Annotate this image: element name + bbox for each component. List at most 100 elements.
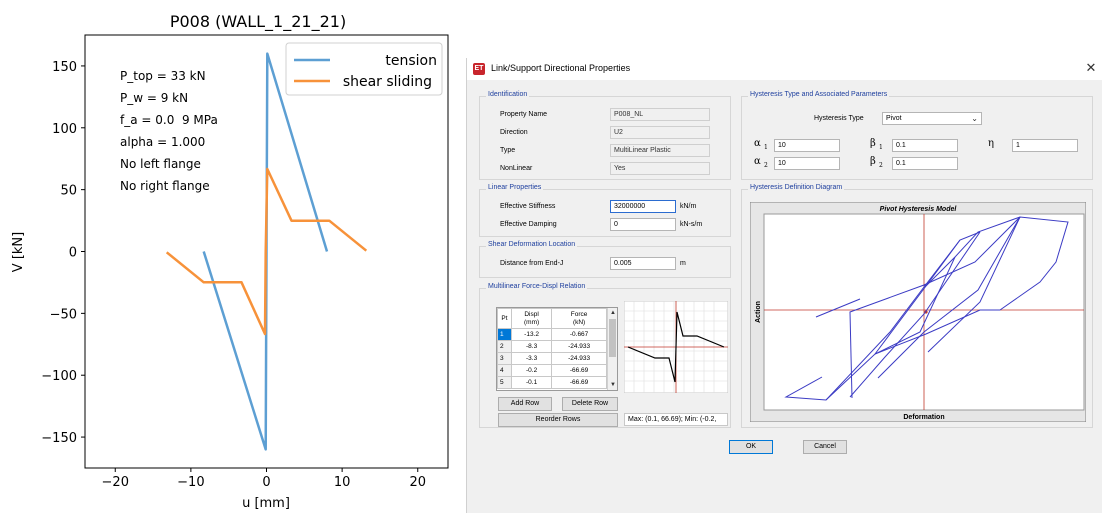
beta1-input[interactable]: 0.1 <box>892 139 958 152</box>
x-tick-label: 20 <box>409 475 426 490</box>
hysteresis-type-select[interactable]: Pivot ⌄ <box>882 112 982 125</box>
scroll-down-icon[interactable]: ▼ <box>610 382 616 388</box>
scroll-thumb[interactable] <box>609 319 616 357</box>
alpha1-input[interactable]: 10 <box>774 139 840 152</box>
y-axis-label: V [kN] <box>11 232 26 272</box>
close-icon[interactable]: ✕ <box>1085 60 1097 75</box>
eta-input[interactable]: 1 <box>1012 139 1078 152</box>
legend-label-shear-sliding: shear sliding <box>343 74 432 90</box>
x-tick-label: −10 <box>177 475 204 490</box>
shear-deformation-title: Shear Deformation Location <box>486 241 578 248</box>
effective-stiffness-input[interactable]: 32000000 <box>610 200 676 213</box>
y-tick-label: 150 <box>52 60 77 75</box>
effective-stiffness-label: Effective Stiffness <box>500 203 556 210</box>
hysteresis-type-value: Pivot <box>886 115 902 122</box>
beta2-symbol: β 2 <box>870 156 883 169</box>
row-pt: 2 <box>497 340 512 353</box>
hysteresis-type-label: Hysteresis Type <box>814 115 864 122</box>
row-force[interactable]: -66.69 <box>551 364 607 377</box>
property-name-label: Property Name <box>500 111 548 118</box>
effective-damping-input[interactable]: 0 <box>610 218 676 231</box>
effective-damping-label: Effective Damping <box>500 221 557 228</box>
delete-row-button[interactable]: Delete Row <box>562 397 618 411</box>
link-support-dialog: ET Link/Support Directional Properties ✕… <box>466 58 1102 513</box>
y-tick-label: −50 <box>50 307 77 322</box>
row-force[interactable]: -0.667 <box>551 328 607 341</box>
mini-force-displ-plot <box>624 301 728 393</box>
y-tick-label: −150 <box>41 431 77 446</box>
row-force[interactable]: -24.933 <box>551 352 607 365</box>
linear-properties-group: Linear Properties Effective Stiffness 32… <box>479 184 731 237</box>
row-pt: 4 <box>497 364 512 377</box>
x-tick-label: 0 <box>262 475 270 490</box>
multilinear-title: Multilinear Force-Displ Relation <box>486 283 588 290</box>
chevron-down-icon: ⌄ <box>971 114 978 123</box>
row-displ[interactable]: -8.3 <box>510 340 553 353</box>
alpha1-symbol: α 1 <box>754 138 768 151</box>
direction-field: U2 <box>610 126 710 139</box>
max-min-status: Max: (0.1, 66.69); Min: (-0.2, <box>624 413 728 426</box>
add-row-button[interactable]: Add Row <box>498 397 552 411</box>
cancel-button[interactable]: Cancel <box>803 440 847 454</box>
alpha2-input[interactable]: 10 <box>774 157 840 170</box>
row-displ[interactable]: -13.2 <box>510 328 553 341</box>
annotation-left-flange: No left flange <box>120 157 201 171</box>
x-tick-label: −20 <box>102 475 129 490</box>
row-force[interactable]: -66.69 <box>551 376 607 389</box>
col-force: Force (kN) <box>551 308 607 329</box>
table-scrollbar[interactable]: ▲ ▼ <box>607 308 617 390</box>
property-name-field: P008_NL <box>610 108 710 121</box>
table-row[interactable]: 3 -3.3 -24.933 <box>497 352 607 365</box>
row-displ[interactable]: -3.3 <box>510 352 553 365</box>
force-displ-table[interactable]: Pt Displ (mm) Force (kN) 1 -13.2 -0.667 … <box>496 307 618 391</box>
row-displ[interactable]: -0.2 <box>510 364 553 377</box>
row-force[interactable]: -24.933 <box>551 340 607 353</box>
hysteresis-diagram-title: Hysteresis Definition Diagram <box>748 184 845 191</box>
beta1-symbol: β 1 <box>870 138 883 151</box>
distance-unit: m <box>680 260 686 267</box>
eta-symbol: η <box>988 138 994 149</box>
table-row[interactable]: 4 -0.2 -66.69 <box>497 364 607 377</box>
hysteresis-params-group: Hysteresis Type and Associated Parameter… <box>741 91 1093 180</box>
nonlinear-label: NonLinear <box>500 165 533 172</box>
type-label: Type <box>500 147 516 154</box>
table-row[interactable]: 2 -8.3 -24.933 <box>497 340 607 353</box>
shear-deformation-group: Shear Deformation Location Distance from… <box>479 241 731 278</box>
nonlinear-field: Yes <box>610 162 710 175</box>
y-tick-label: −100 <box>41 369 77 384</box>
row-pt: 5 <box>497 376 512 389</box>
annotation-f-a: f_a = 0.0 9 MPa <box>120 113 218 127</box>
scroll-up-icon[interactable]: ▲ <box>610 310 616 316</box>
distance-from-end-j-label: Distance from End-J <box>500 260 564 267</box>
legend: tension shear sliding <box>285 42 443 96</box>
annotation-p-w: P_w = 9 kN <box>120 91 188 105</box>
table-row[interactable]: 1 -13.2 -0.667 <box>497 328 607 341</box>
linear-properties-title: Linear Properties <box>486 184 544 191</box>
beta2-input[interactable]: 0.1 <box>892 157 958 170</box>
action-label: Action <box>755 301 762 323</box>
stiffness-unit: kN/m <box>680 203 697 210</box>
dialog-title: Link/Support Directional Properties <box>491 63 631 73</box>
multilinear-group: Multilinear Force-Displ Relation Pt Disp… <box>479 283 731 428</box>
table-row[interactable]: 5 -0.1 -66.69 <box>497 376 607 389</box>
col-displ: Displ (mm) <box>510 308 553 329</box>
alpha2-symbol: α 2 <box>754 156 768 169</box>
hysteresis-diagram-group: Hysteresis Definition Diagram Pivot Hyst… <box>741 184 1093 428</box>
identification-title: Identification <box>486 91 530 98</box>
dialog-titlebar: ET Link/Support Directional Properties ✕ <box>467 58 1102 80</box>
y-tick-label: 0 <box>69 246 77 261</box>
distance-from-end-j-input[interactable]: 0.005 <box>610 257 676 270</box>
row-pt: 1 <box>497 328 512 341</box>
series-line-shear-sliding <box>165 167 368 336</box>
annotation-alpha: alpha = 1.000 <box>120 135 205 149</box>
pivot-plot-title: Pivot Hysteresis Model <box>880 206 958 213</box>
annotation-right-flange: No right flange <box>120 179 210 193</box>
row-displ[interactable]: -0.1 <box>510 376 553 389</box>
chart-series <box>165 52 368 451</box>
y-tick-label: 50 <box>60 184 77 199</box>
x-tick-label: 10 <box>334 475 351 490</box>
ok-button[interactable]: OK <box>729 440 773 454</box>
reorder-rows-button[interactable]: Reorder Rows <box>498 413 618 427</box>
damping-unit: kN-s/m <box>680 221 703 228</box>
